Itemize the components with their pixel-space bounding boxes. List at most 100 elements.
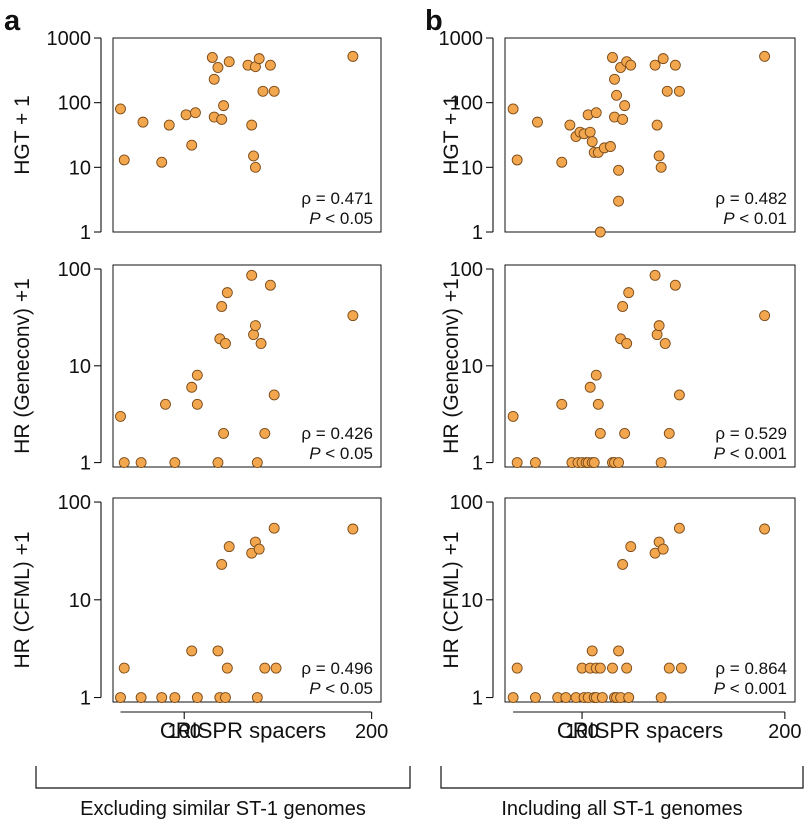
data-point: [621, 662, 633, 674]
column-bracket-right: [440, 766, 804, 789]
data-point: [511, 154, 523, 166]
data-point: [191, 369, 203, 381]
plot-frame: [504, 37, 796, 233]
y-tick-label: 10: [69, 157, 91, 179]
data-point: [270, 662, 282, 674]
data-point: [673, 85, 685, 97]
data-point: [268, 389, 280, 401]
y-tick-label: 1: [472, 453, 483, 475]
data-point: [248, 150, 260, 162]
y-tick-label: 100: [450, 259, 483, 281]
data-point: [190, 107, 201, 119]
data-point: [218, 427, 230, 439]
y-tick-label: 10: [69, 356, 91, 378]
data-point: [596, 692, 608, 703]
data-point: [255, 338, 267, 349]
y-tick-label: 1: [80, 453, 91, 475]
data-point: [253, 53, 265, 65]
data-point: [560, 692, 572, 703]
data-point: [118, 662, 130, 674]
data-point: [655, 692, 667, 703]
y-tick-label: 100: [58, 93, 91, 115]
data-point: [212, 645, 224, 657]
y-tick-label: 100: [450, 492, 483, 514]
plot-frame: [504, 264, 796, 468]
data-point: [216, 558, 228, 570]
data-point: [180, 109, 192, 121]
p-value-annotation: P < 0.001: [714, 679, 787, 698]
x-axis-label-right: CRISPR spacers: [557, 718, 723, 743]
data-point: [115, 410, 126, 422]
data-point: [673, 389, 685, 401]
data-point: [669, 279, 681, 291]
plot-frame: [112, 37, 382, 233]
data-point: [556, 398, 568, 410]
data-point: [649, 59, 661, 71]
data-point: [759, 523, 771, 535]
rho-annotation: ρ = 0.426: [301, 424, 373, 443]
data-point: [212, 62, 224, 73]
data-point: [156, 692, 168, 703]
data-point: [675, 662, 687, 674]
data-point: [246, 119, 258, 131]
data-point: [657, 543, 669, 555]
p-value-annotation: P < 0.01: [723, 209, 787, 228]
y-tick-label: 1000: [439, 28, 484, 50]
data-point: [529, 457, 541, 469]
data-point: [268, 85, 280, 97]
y-tick-label: 100: [58, 492, 91, 514]
data-point: [609, 73, 620, 85]
data-point: [625, 541, 637, 553]
data-point: [186, 139, 198, 151]
p-symbol: P: [309, 444, 321, 463]
data-point: [251, 692, 263, 703]
data-point: [347, 523, 359, 535]
data-point: [221, 662, 233, 674]
data-point: [661, 85, 673, 97]
p-value-annotation: P < 0.05: [309, 444, 373, 463]
data-point: [590, 107, 602, 119]
data-point: [135, 692, 147, 703]
rho-annotation: ρ = 0.482: [715, 189, 787, 208]
data-point: [223, 541, 235, 553]
y-tick-label: 1: [80, 222, 91, 244]
y-axis-label: HGT + 1: [440, 95, 463, 175]
data-point: [507, 103, 519, 115]
y-axis-label: HGT + 1: [11, 95, 34, 175]
data-point: [617, 114, 629, 125]
y-axis-label: HR (Geneconv) +1: [440, 278, 463, 454]
data-point: [249, 320, 261, 332]
data-point: [186, 381, 198, 393]
data-point: [507, 410, 519, 422]
data-point: [619, 427, 631, 439]
x-tick-label: 100: [565, 721, 598, 743]
data-point: [529, 692, 541, 703]
data-point: [619, 100, 631, 112]
y-tick-label: 10: [69, 590, 91, 612]
data-point: [605, 141, 616, 152]
data-point: [651, 329, 663, 341]
data-point: [251, 457, 263, 469]
data-point: [663, 427, 675, 439]
data-point: [594, 662, 606, 674]
data-point: [592, 398, 604, 410]
data-point: [115, 692, 126, 703]
data-point: [268, 522, 280, 534]
data-point: [507, 692, 519, 703]
y-tick-label: 10: [461, 157, 483, 179]
plot-frame: [112, 497, 382, 703]
data-point: [216, 301, 228, 312]
data-point: [212, 457, 224, 469]
data-point: [625, 59, 637, 71]
data-point: [137, 116, 149, 128]
data-point: [257, 85, 269, 97]
data-point: [586, 645, 598, 657]
data-point: [259, 427, 271, 439]
data-point: [186, 645, 198, 657]
